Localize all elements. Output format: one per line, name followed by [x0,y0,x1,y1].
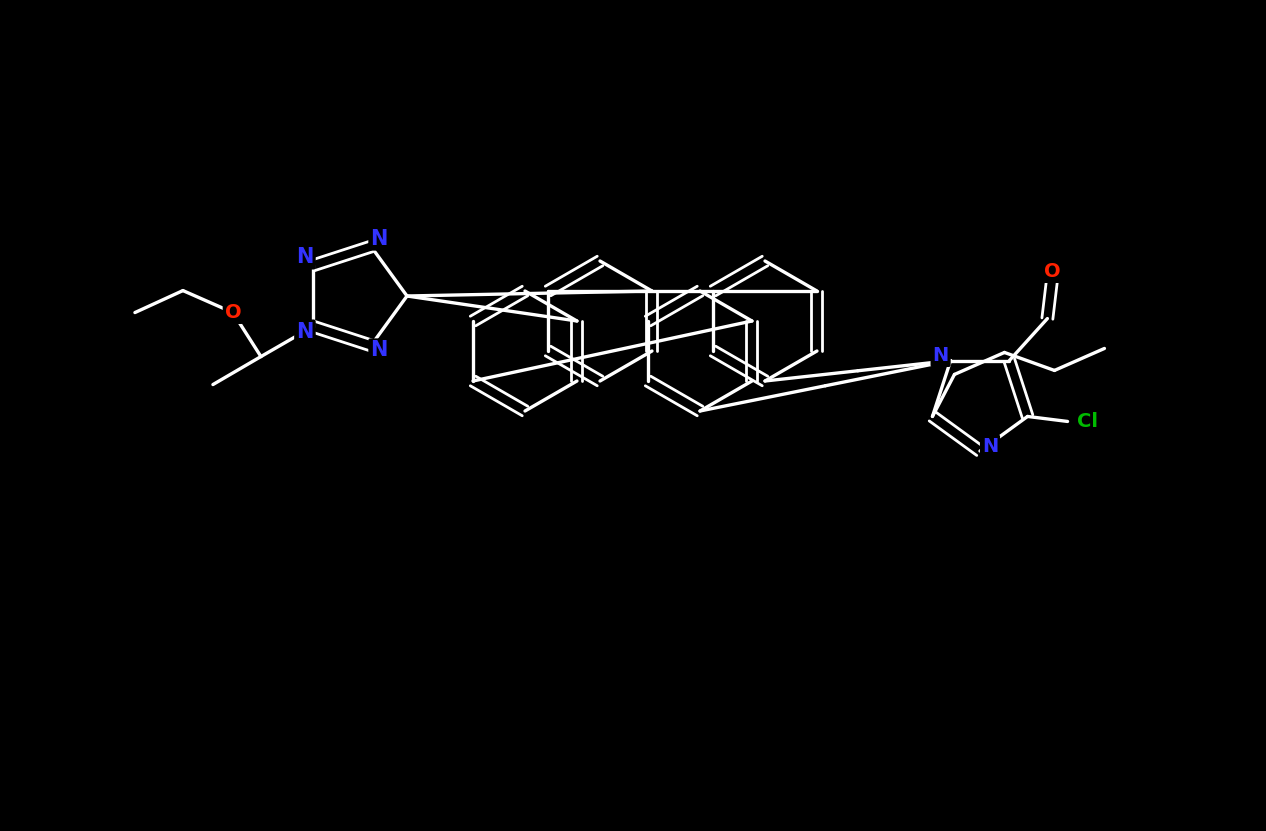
Text: O: O [1044,262,1061,281]
Text: N: N [296,248,314,268]
Text: N: N [296,322,314,342]
Text: N: N [371,229,387,248]
Text: O: O [224,303,242,322]
Text: N: N [933,346,948,365]
Text: N: N [371,341,387,361]
Text: N: N [982,436,998,455]
Text: Cl: Cl [1077,412,1098,431]
